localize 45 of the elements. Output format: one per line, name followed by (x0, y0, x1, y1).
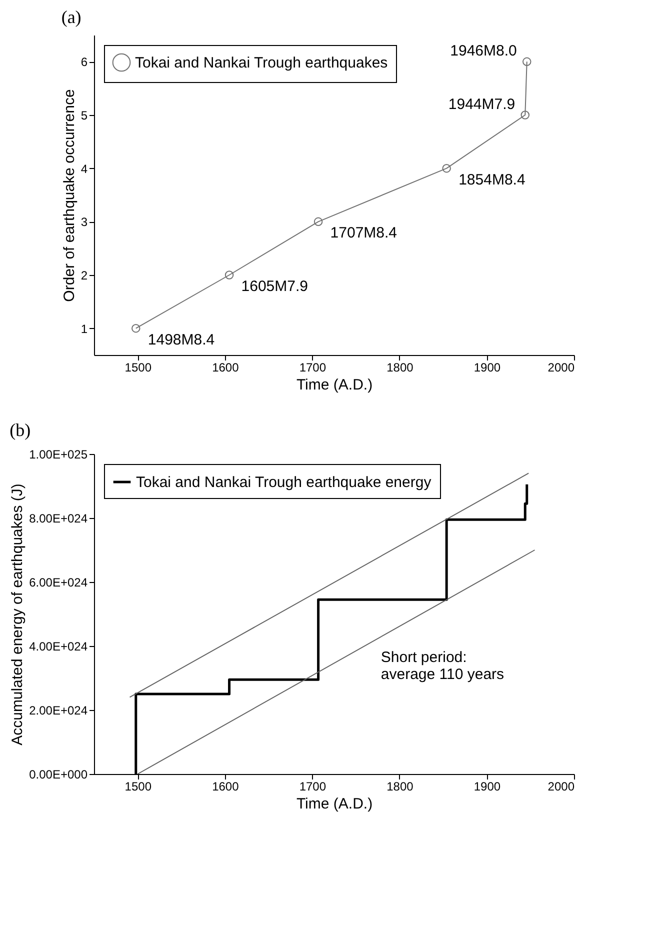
y-tick-label: 6.00E+024 (29, 576, 88, 590)
x-tick-label: 1700 (299, 780, 326, 794)
point (224, 270, 234, 280)
y-tick-label: 3 (80, 215, 88, 230)
point (132, 324, 140, 333)
annotation: 1707M8.4 (330, 224, 398, 242)
y-axis-title: Accumulated energy of earthquakes (J) (9, 484, 26, 746)
x-tick-label: 1800 (386, 360, 414, 374)
y-tick-label: 2.00E+024 (29, 704, 88, 718)
annotation: 1946M8.0 (450, 42, 517, 60)
annotation: 1854M8.4 (458, 171, 526, 188)
x-tick-label: 1900 (474, 780, 501, 794)
y-tick-label: 2 (80, 268, 88, 282)
x-tick-label: 2000 (548, 780, 575, 794)
x-tick-label: 1500 (124, 780, 152, 794)
x-tick-label: 1600 (212, 360, 240, 374)
y-tick-label: 4.00E+024 (29, 640, 88, 654)
x-tick-label: 1700 (299, 360, 326, 374)
y-tick-label: 5 (80, 108, 88, 122)
y-tick-label: 1 (80, 322, 88, 336)
x-tick-label: 2000 (548, 360, 575, 374)
point (442, 164, 451, 173)
annotation: Short period: average 110 years (380, 649, 504, 683)
point (314, 217, 323, 226)
legend-label: Tokai and Nankai Trough earthquakes (135, 54, 388, 72)
point (522, 57, 532, 66)
annotation: 1944M7.9 (448, 96, 516, 113)
y-tick-label: 0.00E+000 (29, 768, 88, 782)
y-tick-label: 1.00E+025 (29, 448, 88, 462)
chart-title: (b) (10, 420, 31, 440)
chart-title: (a) (61, 7, 82, 27)
x-axis-title: Time (A.D.) (296, 376, 373, 394)
x-tick-label: 1800 (386, 780, 414, 794)
y-tick-label: 8.00E+024 (29, 512, 88, 526)
annotation: 1605M7.9 (241, 278, 308, 295)
y-tick-label: 6 (80, 55, 88, 70)
y-axis-title: Order of earthquake occurrence (60, 89, 78, 302)
annotation: 1498M8.4 (148, 331, 215, 348)
legend-label: Tokai and Nankai Trough earthquake energy (136, 474, 432, 491)
point (520, 110, 530, 120)
x-tick-label: 1600 (212, 780, 240, 794)
x-tick-label: 1900 (474, 360, 501, 374)
y-tick-label: 4 (80, 162, 88, 176)
x-tick-label: 1500 (124, 360, 152, 374)
x-axis-title: Time (A.D.) (296, 796, 373, 812)
